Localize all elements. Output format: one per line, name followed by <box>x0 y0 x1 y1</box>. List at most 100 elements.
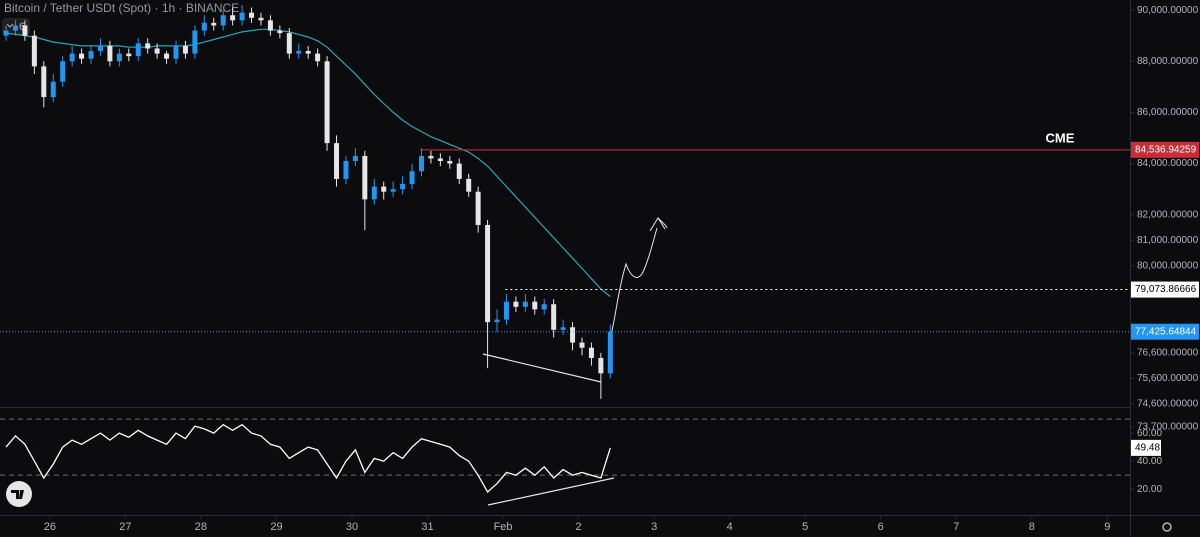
candle-body <box>570 327 576 343</box>
candle-body <box>522 301 528 307</box>
rsi-value-label: 49.48 <box>1135 443 1160 454</box>
candle-body <box>466 178 472 192</box>
candle-body <box>390 189 396 192</box>
candle-body <box>135 43 141 57</box>
y-tick-label: 81,000.00000 <box>1137 235 1199 246</box>
candle-body <box>296 51 302 54</box>
candle-body <box>230 15 236 21</box>
y-tick-label: 84,000.00000 <box>1137 158 1199 169</box>
candle-body <box>579 342 585 348</box>
logo-glyph <box>11 490 24 499</box>
candle-body <box>588 347 594 358</box>
indicator-count: 6 <box>19 21 25 33</box>
candle-body <box>343 161 349 179</box>
candle-body <box>88 51 94 59</box>
candle-body <box>551 304 557 330</box>
candle-body <box>173 45 179 59</box>
candle-body <box>513 301 519 307</box>
candle-body <box>12 25 18 31</box>
x-tick-label: 30 <box>346 521 358 533</box>
y-tick-label: 75,600.00000 <box>1137 373 1199 384</box>
candle-body <box>324 61 330 144</box>
candle-body <box>3 30 9 36</box>
candle-body <box>315 53 321 62</box>
y-tick-label: 80,000.00000 <box>1137 261 1199 272</box>
candle-body <box>418 155 424 172</box>
candle-body <box>485 224 491 323</box>
y-tick-label: 86,000.00000 <box>1137 107 1199 118</box>
moving-average <box>5 28 611 298</box>
candle-body <box>97 45 103 52</box>
rsi-line <box>5 423 611 494</box>
x-tick-label: 28 <box>195 521 207 533</box>
candle-body <box>22 25 28 36</box>
candle-body <box>381 186 387 192</box>
candle-body <box>267 20 273 31</box>
x-tick-label: 4 <box>727 521 733 533</box>
candle-body <box>69 53 75 62</box>
candle-body <box>249 12 255 18</box>
candle-body <box>428 155 434 159</box>
candle-body <box>334 143 340 179</box>
y-tick-label: 90,000.00000 <box>1137 5 1199 16</box>
candle-body <box>145 43 151 49</box>
candle-body <box>305 51 311 54</box>
rsi-trend-line <box>487 477 615 506</box>
price-label: 79,073.86666 <box>1135 284 1197 295</box>
x-tick-label: 2 <box>576 521 582 533</box>
candle-body <box>182 45 188 54</box>
candle-body <box>475 191 481 225</box>
candle-body <box>362 155 368 200</box>
y-tick-label: 40.00 <box>1137 456 1162 467</box>
candle-body <box>164 53 170 59</box>
x-tick-label: 9 <box>1104 521 1110 533</box>
settings-icon[interactable] <box>1162 522 1172 532</box>
candle-body <box>456 163 462 179</box>
y-tick-label: 73,700.00000 <box>1137 422 1199 433</box>
x-tick-label: 7 <box>953 521 959 533</box>
x-tick-label: 27 <box>119 521 131 533</box>
candle-body <box>107 45 113 62</box>
candle-body <box>126 53 132 57</box>
price-label-bg <box>1131 141 1199 158</box>
y-tick-label: 88,000.00000 <box>1137 56 1199 67</box>
candle-body <box>598 357 604 374</box>
candle-body <box>50 81 56 98</box>
candle-body <box>494 319 500 323</box>
x-tick-label: 8 <box>1029 521 1035 533</box>
candle-body <box>258 17 264 21</box>
trend-line <box>482 353 602 383</box>
line-annotation: CME <box>1046 130 1075 145</box>
x-tick-label: 29 <box>270 521 282 533</box>
candle-body <box>79 53 85 59</box>
candle-body <box>560 327 566 330</box>
y-tick-label: 60.00 <box>1137 428 1162 439</box>
price-label-bg <box>1131 323 1199 340</box>
candle-body <box>31 35 37 67</box>
x-tick-label: 26 <box>44 521 56 533</box>
price-label: 77,425.64844 <box>1135 326 1197 337</box>
candle-body <box>211 22 217 26</box>
candle-body <box>60 61 66 82</box>
candle-body <box>607 331 613 374</box>
rsi-value-bg <box>1131 439 1161 456</box>
y-tick-label: 74,600.00000 <box>1137 399 1199 410</box>
x-tick-label: 6 <box>878 521 884 533</box>
price-label: 84,536.94259 <box>1135 144 1197 155</box>
x-tick-label: Feb <box>494 521 513 533</box>
y-tick-label: 82,000.00000 <box>1137 209 1199 220</box>
candle-body <box>277 30 283 34</box>
y-tick-label: 76,600.00000 <box>1137 347 1199 358</box>
chevron-icon <box>6 23 14 28</box>
candle-body <box>286 33 292 54</box>
candle-body <box>201 22 207 31</box>
candle-body <box>503 301 509 320</box>
candle-body <box>371 186 377 200</box>
candle-body <box>352 155 358 162</box>
y-tick-label: 20.00 <box>1137 484 1162 495</box>
candle-body <box>116 53 122 62</box>
candle-body <box>409 171 415 185</box>
candle-body <box>41 66 47 98</box>
